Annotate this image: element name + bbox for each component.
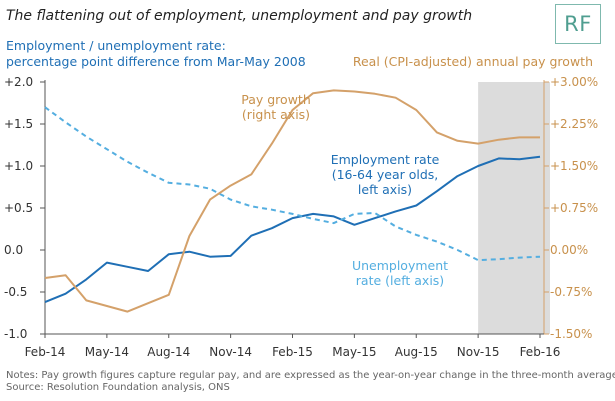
- chart-notes: Notes: Pay growth figures capture regula…: [6, 370, 615, 394]
- left-axis-tick-label: +0.5: [4, 201, 33, 215]
- x-axis-tick-label: Nov-15: [457, 345, 500, 359]
- right-axis-tick-label: +3.00%: [550, 75, 598, 89]
- rf-logo: RF: [555, 4, 601, 44]
- left-axis-tick-label: -0.5: [4, 285, 27, 299]
- right-axis-tick-label: +1.50%: [550, 159, 598, 173]
- pay-growth-annotation: Pay growth: [241, 92, 311, 107]
- notes-line: Notes: Pay growth figures capture regula…: [6, 370, 615, 381]
- shaded-region: [478, 82, 550, 334]
- x-axis-tick-label: Aug-14: [147, 345, 190, 359]
- employment-rate-line: [44, 155, 541, 304]
- unemployment-rate-annotation: Unemployment: [352, 258, 448, 273]
- source-line: Source: Resolution Foundation analysis, …: [6, 382, 230, 393]
- unemployment-rate-annotation: rate (left axis): [356, 273, 444, 288]
- employment-rate-annotation: Employment rate: [331, 152, 440, 167]
- left-axis-title: Employment / unemployment rate: percenta…: [6, 38, 306, 70]
- x-axis-tick-label: Feb-14: [25, 345, 66, 359]
- x-axis-tick-label: Feb-16: [520, 345, 561, 359]
- employment-rate-annotation: (16-64 year olds,: [332, 167, 439, 182]
- left-axis-tick-label: -1.0: [4, 327, 27, 341]
- unemployment-rate-line: [44, 106, 541, 262]
- right-axis-tick-label: -1.50%: [550, 327, 592, 341]
- left-axis-tick-label: +1.0: [4, 159, 33, 173]
- left-axis-title-line1: Employment / unemployment rate:: [6, 38, 226, 53]
- x-axis-tick-label: Aug-15: [395, 345, 438, 359]
- pay-growth-annotation: (right axis): [242, 107, 310, 122]
- employment-rate-annotation: left axis): [358, 182, 412, 197]
- right-axis-tick-label: 0.00%: [550, 243, 588, 257]
- left-axis-title-line2: percentage point difference from Mar-May…: [6, 54, 306, 69]
- right-axis-tick-label: +2.25%: [550, 117, 598, 131]
- x-axis-tick-label: May-15: [332, 345, 376, 359]
- chart-title: The flattening out of employment, unempl…: [6, 8, 473, 24]
- left-axis-tick-label: 0.0: [4, 243, 23, 257]
- x-axis-tick-label: May-14: [85, 345, 129, 359]
- right-axis-tick-label: -0.75%: [550, 285, 592, 299]
- right-axis-tick-label: +0.75%: [550, 201, 598, 215]
- x-axis-tick-label: Feb-15: [272, 345, 313, 359]
- left-axis-tick-label: +2.0: [4, 75, 33, 89]
- right-axis-title: Real (CPI-adjusted) annual pay growth: [352, 54, 593, 69]
- pay-growth-line: [44, 89, 540, 313]
- left-axis-tick-label: +1.5: [4, 117, 33, 131]
- x-axis-tick-label: Nov-14: [209, 345, 252, 359]
